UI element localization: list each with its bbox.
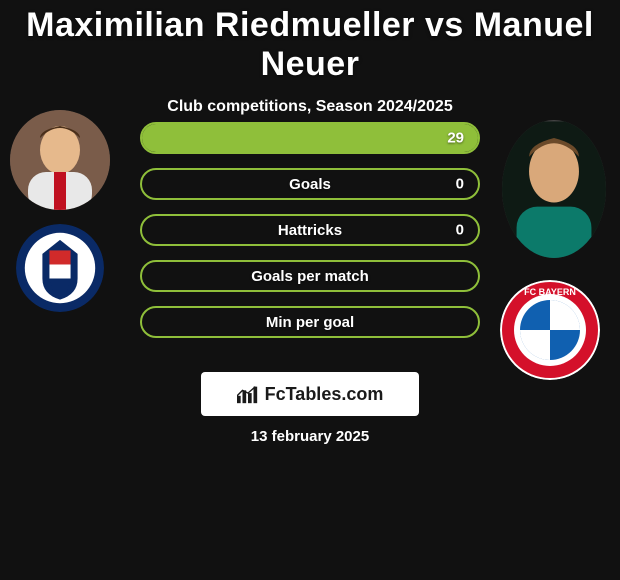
stat-bar-hattricks: Hattricks 0 — [140, 214, 480, 246]
stat-bar-fill — [142, 124, 478, 152]
comparison-title: Maximilian Riedmueller vs Manuel Neuer — [0, 0, 620, 84]
stat-value-right: 0 — [456, 176, 464, 193]
player-right-avatar-svg — [502, 120, 606, 258]
comparison-subtitle: Club competitions, Season 2024/2025 — [0, 98, 620, 116]
stat-label: Min per goal — [266, 314, 354, 331]
svg-text:FC BAYERN: FC BAYERN — [524, 287, 576, 297]
stat-bar-min-per-goal: Min per goal — [140, 306, 480, 338]
player-left-avatar — [10, 110, 110, 210]
stat-bar-goals-per-match: Goals per match — [140, 260, 480, 292]
stat-value-right: 29 — [447, 130, 464, 147]
club-left-badge — [16, 224, 104, 312]
stat-label: Goals — [289, 176, 331, 193]
stat-bar-goals: Goals 0 — [140, 168, 480, 200]
brand-box[interactable]: FcTables.com — [201, 372, 419, 416]
stats-container: Matches 29 Goals 0 Hattricks 0 Goals per… — [140, 122, 480, 352]
stat-bar-matches: Matches 29 — [140, 122, 480, 154]
brand-text: FcTables.com — [265, 384, 384, 405]
player-right-avatar — [502, 120, 606, 258]
bar-chart-icon — [237, 384, 259, 404]
stat-value-right: 0 — [456, 222, 464, 239]
stat-label: Goals per match — [251, 268, 369, 285]
comparison-date: 13 february 2025 — [0, 428, 620, 445]
player-left-avatar-svg — [10, 110, 110, 210]
club-right-badge: FC BAYERN — [500, 280, 600, 380]
stat-label: Hattricks — [278, 222, 342, 239]
